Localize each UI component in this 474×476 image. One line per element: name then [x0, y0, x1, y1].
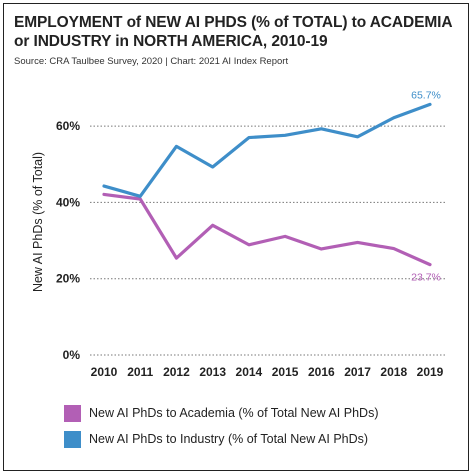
chart-source: Source: CRA Taulbee Survey, 2020 | Chart… — [14, 56, 289, 67]
y-tick-label-0: 0% — [63, 348, 81, 362]
series-line-industry — [102, 102, 432, 198]
end-value-label-industry: 65.7% — [411, 89, 441, 101]
x-tick-label-2016: 2016 — [308, 365, 335, 379]
y-tick-label-1: 20% — [56, 272, 80, 286]
end-value-label-academia: 23.7% — [411, 272, 441, 284]
legend-item-academia: New AI PhDs to Academia (% of Total New … — [64, 400, 378, 426]
y-axis-label: New AI PhDs (% of Total) — [31, 152, 45, 292]
y-tick-label-2: 40% — [56, 195, 80, 209]
series-line-academia — [102, 192, 432, 267]
x-tick-label-2019: 2019 — [417, 365, 444, 379]
x-tick-label-2011: 2011 — [127, 365, 153, 379]
x-tick-label-2017: 2017 — [344, 365, 371, 379]
x-tick-label-2013: 2013 — [199, 365, 226, 379]
x-tick-label-2012: 2012 — [163, 365, 190, 379]
x-tick-label-2018: 2018 — [380, 365, 407, 379]
x-tick-label-2015: 2015 — [272, 365, 299, 379]
legend: New AI PhDs to Academia (% of Total New … — [64, 400, 378, 452]
legend-label-academia: New AI PhDs to Academia (% of Total New … — [89, 406, 379, 420]
y-tick-label-3: 60% — [56, 119, 80, 133]
legend-label-industry: New AI PhDs to Industry (% of Total New … — [89, 432, 369, 446]
legend-swatch-industry — [64, 430, 81, 448]
x-tick-label-2014: 2014 — [236, 365, 263, 379]
legend-swatch-academia — [64, 404, 81, 422]
chart-title: EMPLOYMENT of NEW AI PHDS (% of TOTAL) t… — [14, 14, 452, 50]
legend-item-industry: New AI PhDs to Industry (% of Total New … — [64, 426, 378, 452]
x-tick-label-2010: 2010 — [91, 365, 118, 379]
